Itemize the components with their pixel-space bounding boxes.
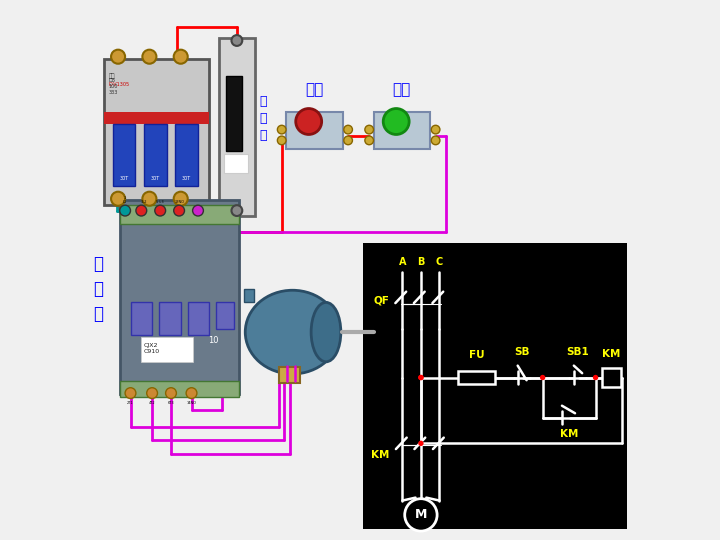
- Bar: [113, 124, 135, 186]
- Circle shape: [365, 136, 374, 145]
- Circle shape: [166, 388, 176, 399]
- Circle shape: [125, 388, 136, 399]
- Bar: [244, 289, 253, 302]
- Bar: [141, 338, 193, 362]
- Bar: [120, 200, 238, 394]
- Circle shape: [277, 136, 286, 145]
- Circle shape: [120, 205, 130, 216]
- Text: 10: 10: [208, 336, 218, 345]
- Bar: [104, 59, 209, 205]
- Circle shape: [147, 388, 158, 399]
- Circle shape: [174, 50, 188, 64]
- Circle shape: [174, 205, 184, 216]
- Text: 5 L3: 5 L3: [156, 200, 164, 204]
- Bar: [176, 124, 198, 186]
- Text: 停止: 停止: [305, 82, 323, 97]
- Bar: [159, 302, 181, 335]
- Circle shape: [277, 125, 286, 134]
- Text: CJX2
C910: CJX2 C910: [144, 343, 160, 354]
- Text: 30T: 30T: [182, 176, 192, 181]
- Circle shape: [143, 50, 156, 64]
- Ellipse shape: [311, 302, 341, 362]
- Text: KM: KM: [602, 349, 621, 359]
- Text: 远电: 远电: [109, 73, 115, 79]
- Text: KM: KM: [560, 429, 578, 440]
- Circle shape: [418, 375, 423, 380]
- Circle shape: [365, 125, 374, 134]
- Circle shape: [593, 375, 598, 380]
- Circle shape: [193, 205, 204, 216]
- Text: 6T3: 6T3: [168, 401, 174, 404]
- Text: 接
触
器: 接 触 器: [93, 255, 103, 323]
- Text: 断
路
器: 断 路 器: [260, 95, 267, 143]
- Circle shape: [111, 192, 125, 206]
- Circle shape: [111, 50, 125, 64]
- Text: QF: QF: [373, 295, 389, 305]
- Bar: [279, 367, 300, 383]
- Circle shape: [344, 125, 353, 134]
- Bar: [120, 381, 238, 397]
- Ellipse shape: [246, 291, 340, 374]
- Circle shape: [418, 441, 423, 446]
- Text: 14NO: 14NO: [186, 401, 197, 404]
- Circle shape: [232, 205, 243, 216]
- Circle shape: [405, 499, 437, 531]
- Bar: [120, 205, 238, 224]
- Bar: [458, 371, 495, 384]
- Text: C: C: [436, 258, 443, 267]
- Bar: [224, 154, 248, 173]
- Text: KM: KM: [371, 450, 389, 460]
- Text: SB: SB: [514, 347, 530, 357]
- Circle shape: [418, 375, 423, 380]
- Text: D-V1305: D-V1305: [109, 83, 130, 87]
- Text: 3L2: 3L2: [140, 200, 148, 204]
- Bar: [374, 112, 431, 149]
- Text: M: M: [415, 508, 427, 522]
- Text: 启动: 启动: [392, 82, 410, 97]
- Bar: [217, 302, 233, 329]
- Bar: [286, 112, 343, 149]
- Text: 13NO: 13NO: [174, 200, 184, 204]
- Text: 4T2: 4T2: [149, 401, 156, 404]
- Text: 30T: 30T: [150, 176, 160, 181]
- Bar: [188, 302, 210, 335]
- Circle shape: [296, 109, 322, 134]
- Bar: [144, 124, 167, 186]
- Circle shape: [143, 192, 156, 206]
- Text: B: B: [417, 258, 425, 267]
- Circle shape: [186, 388, 197, 399]
- Text: FU: FU: [469, 350, 485, 360]
- Circle shape: [155, 205, 166, 216]
- Circle shape: [344, 136, 353, 145]
- Text: SB1: SB1: [566, 347, 589, 357]
- Circle shape: [431, 125, 440, 134]
- Text: 1
L1: 1 L1: [123, 195, 127, 204]
- Circle shape: [174, 192, 188, 206]
- Circle shape: [540, 375, 545, 380]
- Bar: [104, 112, 209, 124]
- Text: A: A: [399, 258, 406, 267]
- Circle shape: [136, 205, 147, 216]
- Circle shape: [431, 136, 440, 145]
- Bar: [130, 302, 152, 335]
- Bar: [226, 76, 243, 151]
- Text: 2T1: 2T1: [127, 401, 134, 404]
- Bar: [363, 243, 627, 529]
- Bar: [219, 38, 255, 216]
- Bar: [602, 368, 621, 387]
- Text: 30T: 30T: [120, 176, 129, 181]
- Text: D8
100
333: D8 100 333: [109, 78, 118, 96]
- Circle shape: [232, 35, 243, 46]
- Circle shape: [383, 109, 409, 134]
